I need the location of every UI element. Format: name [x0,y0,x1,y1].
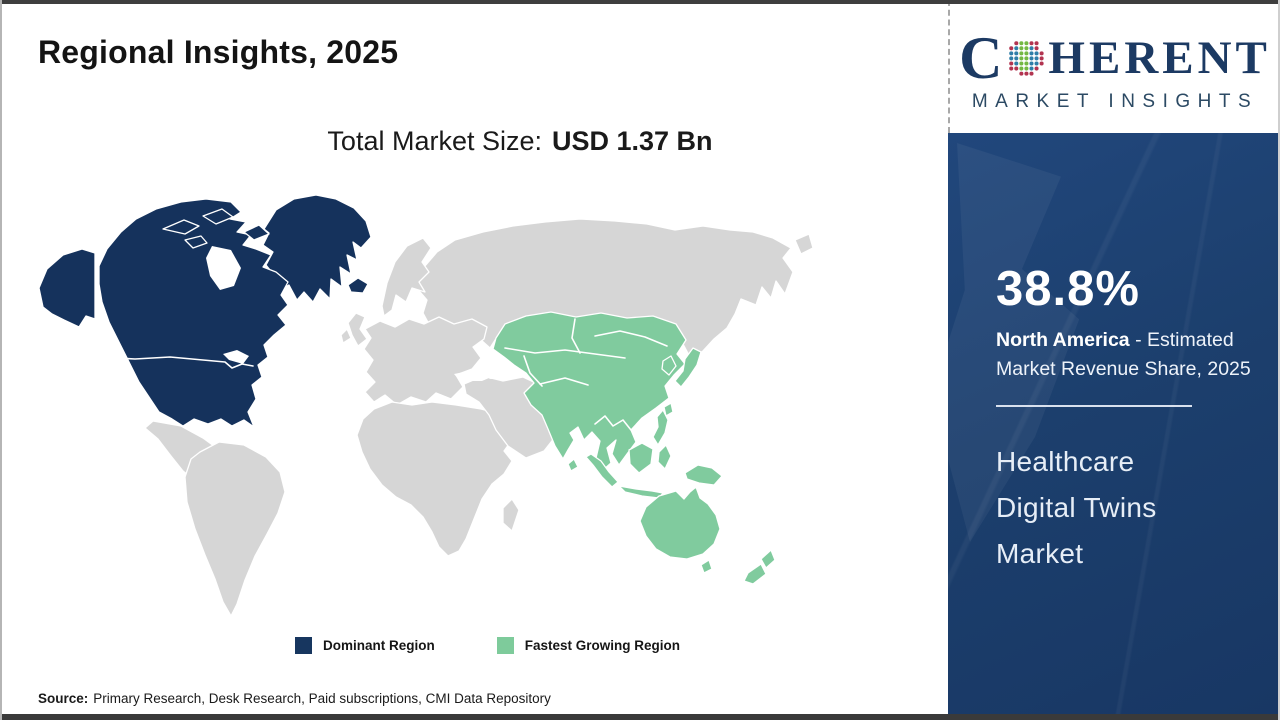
source-line: Source: Primary Research, Desk Research, … [38,691,551,706]
legend-item-dominant: Dominant Region [295,637,435,654]
page-title: Regional Insights, 2025 [38,34,399,70]
map-legend: Dominant Region Fastest Growing Region [295,637,680,654]
logo-wordmark: C HERENT [959,28,1271,88]
dotted-globe-icon [1009,41,1045,76]
inland-seas [206,246,498,381]
sidebar: C HERENT MARKET INSIGHTS 38.8% North Ame… [948,0,1280,714]
top-border [0,0,1280,4]
bottom-border [0,714,1280,720]
dominant-region-landmass [38,194,372,428]
total-market-size-label: Total Market Size: [327,126,542,156]
fastest-growing-region-swatch [496,637,514,654]
sidebar-panel: 38.8% North America - Estimated Market R… [948,133,1280,714]
total-market-size-value: USD 1.37 Bn [552,126,713,156]
market-share-description: North America - Estimated Market Revenue… [996,326,1262,384]
logo-tagline: MARKET INSIGHTS [971,91,1259,112]
market-share-desc-text: - Estimated Market Revenue Share, 2025 [996,329,1251,380]
market-name: Healthcare Digital Twins Market [996,446,1157,569]
market-share-region: North America [996,329,1130,351]
dominant-region-swatch [295,637,312,654]
sidebar-divider [996,405,1192,407]
left-border [0,0,2,720]
source-label: Source: [38,691,89,706]
market-share-value: 38.8% [996,262,1140,316]
brand-logo: C HERENT MARKET INSIGHTS [948,0,1280,133]
logo-letter-c: C [959,25,1003,91]
total-market-size: Total Market Size: USD 1.37 Bn [90,126,950,157]
source-text: Primary Research, Desk Research, Paid su… [93,691,551,706]
world-map [35,188,815,618]
main-content: Regional Insights, 2025 Total Market Siz… [35,34,950,706]
dominant-region-label: Dominant Region [323,638,435,653]
sidebar-panel-content: 38.8% North America - Estimated Market R… [948,133,1280,577]
country-borders [101,318,668,431]
other-regions-landmass [144,218,814,617]
logo-letters-rest: HERENT [1048,31,1271,84]
legend-item-fastest-growing: Fastest Growing Region [496,637,681,654]
fastest-growing-region-label: Fastest Growing Region [524,638,681,653]
right-border [1278,0,1280,720]
